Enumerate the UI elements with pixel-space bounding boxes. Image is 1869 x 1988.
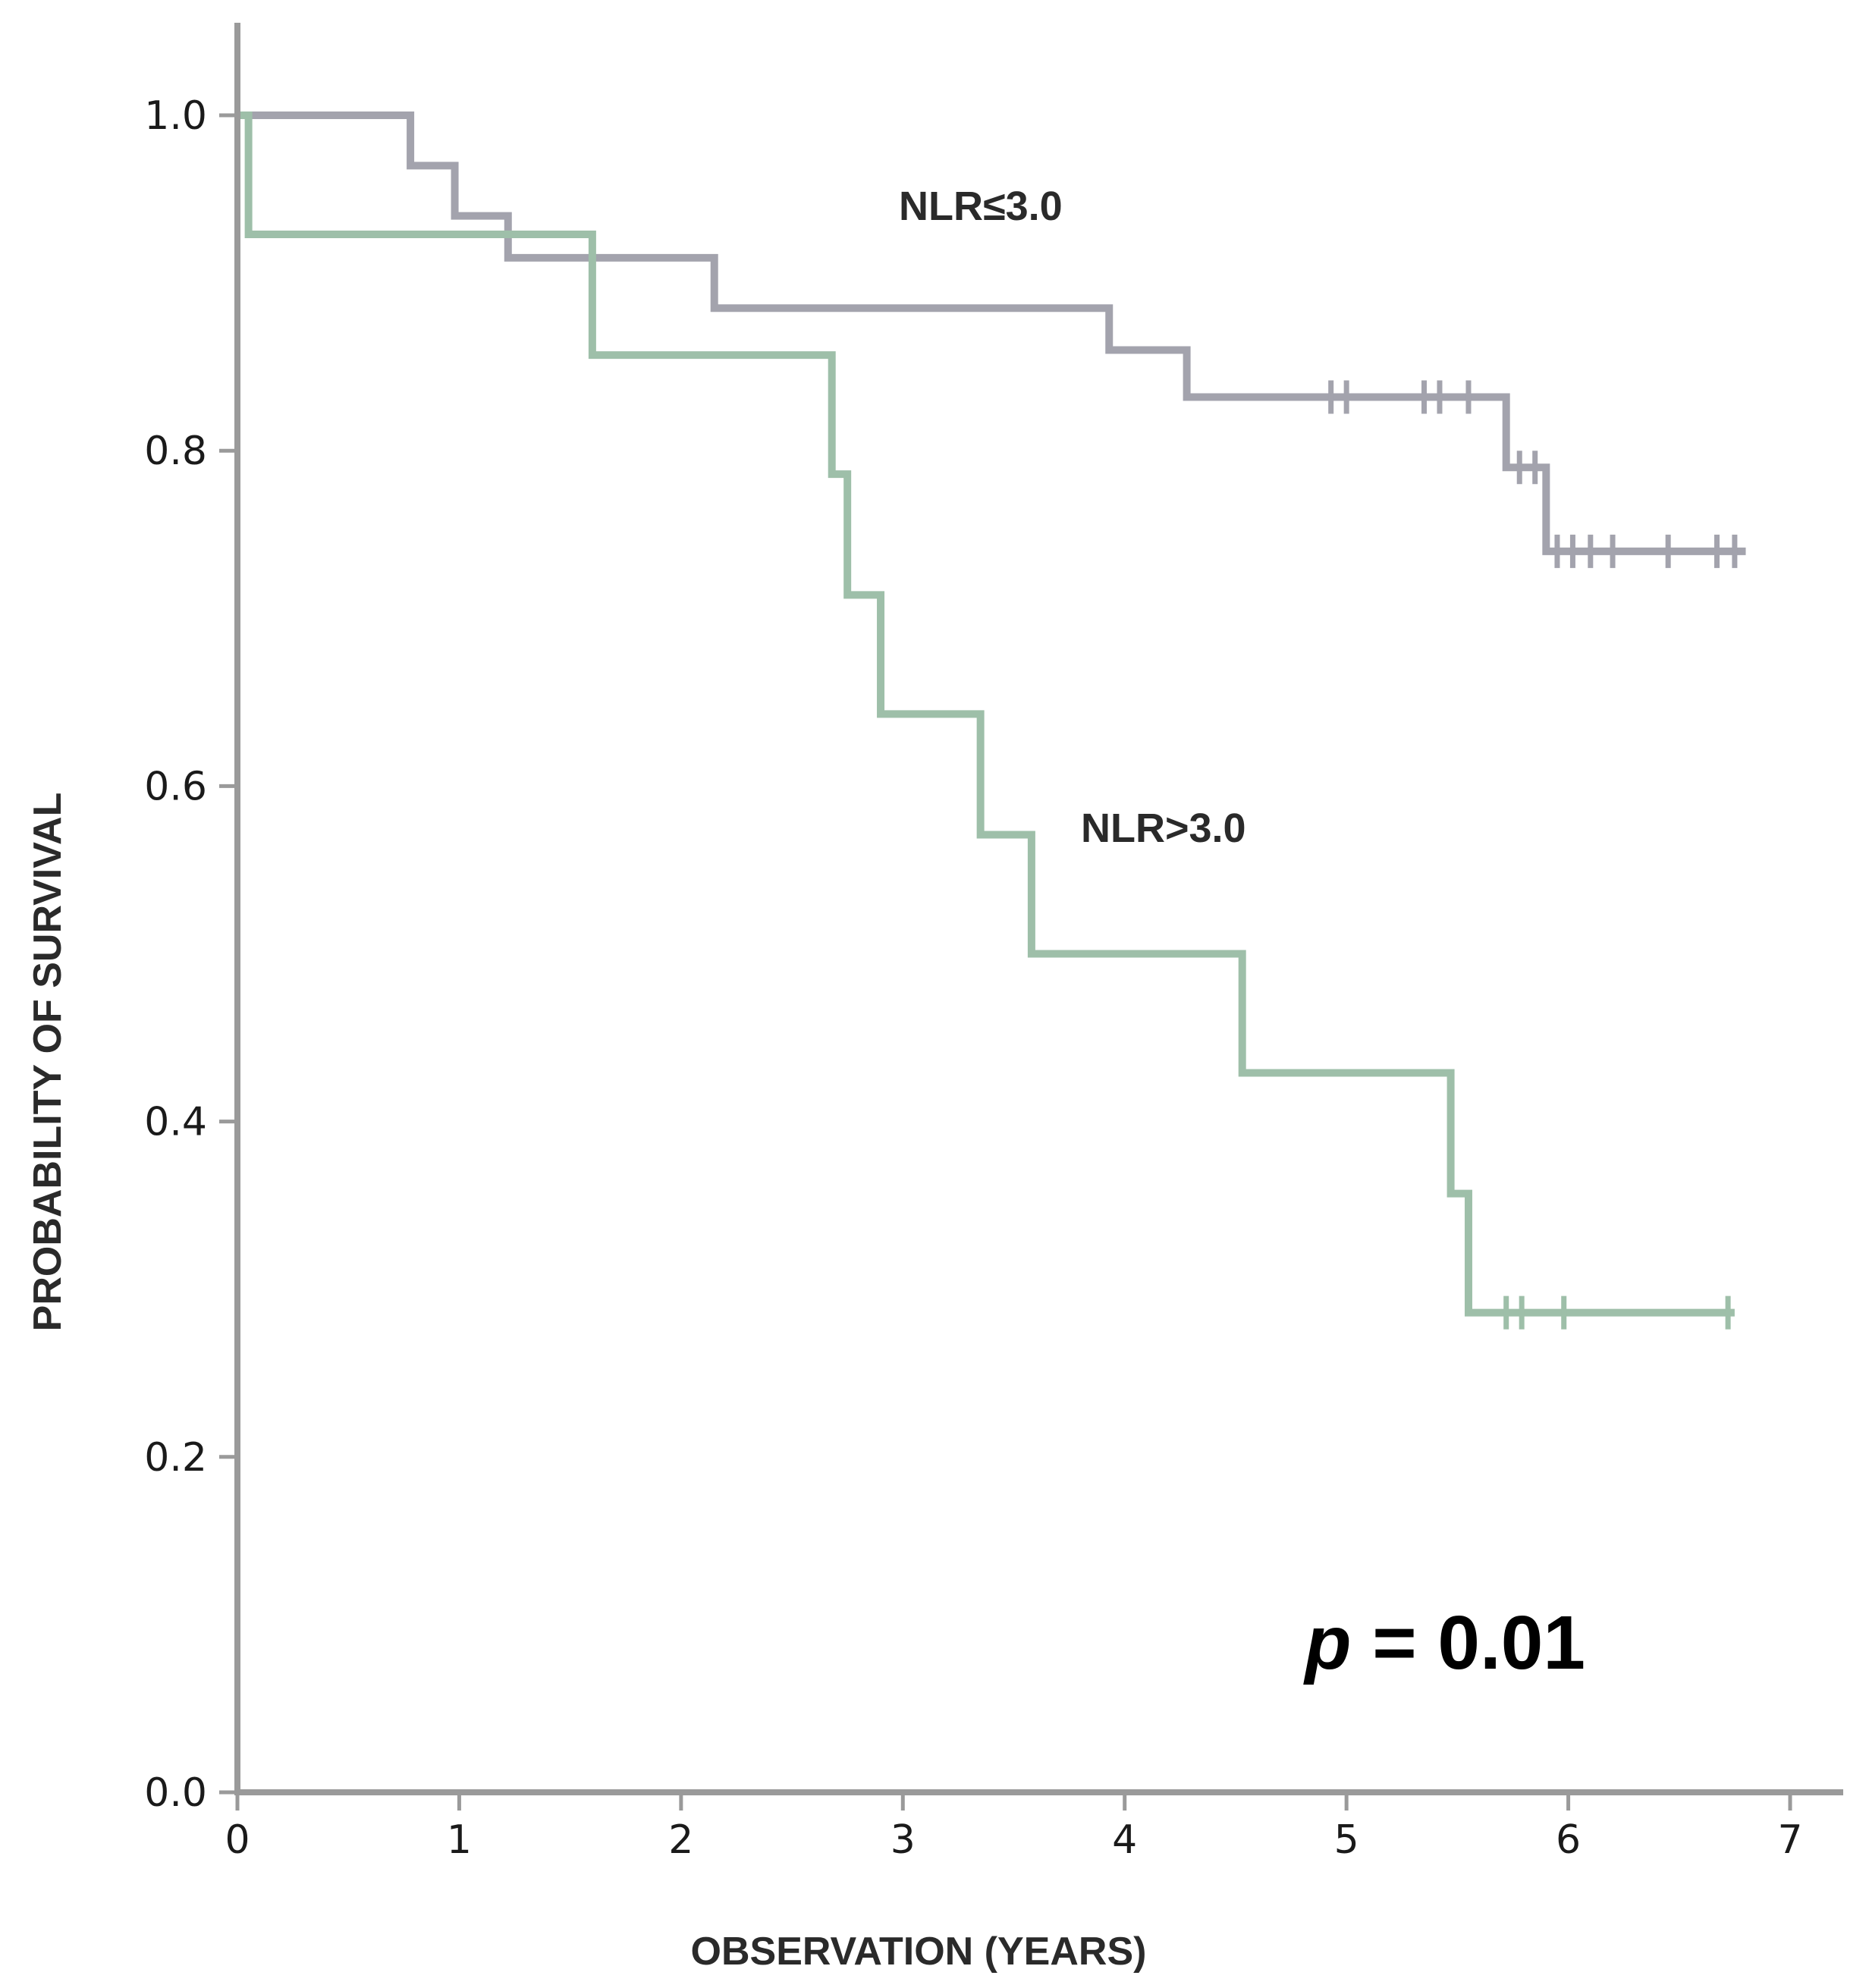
series-line-nlr-high [237, 111, 1735, 1317]
x-tick-label: 5 [1334, 1817, 1359, 1863]
x-tick-label: 3 [891, 1817, 916, 1863]
plot-area [237, 111, 1746, 1330]
y-tick-label: 1.0 [144, 93, 207, 139]
x-axis-title: OBSERVATION (YEARS) [691, 1930, 1147, 1974]
series-line-nlr-low [237, 111, 1746, 555]
axes [234, 23, 1843, 1795]
y-tick-label: 0.0 [144, 1770, 207, 1816]
y-tick-label: 0.4 [144, 1100, 207, 1145]
y-axis-title: PROBABILITY OF SURVIVAL [26, 793, 70, 1332]
y-axis-ticks: 0.0 0.2 0.4 0.6 0.8 1.0 [144, 93, 237, 1816]
p-value-annotation: p = 0.01 [1302, 1600, 1585, 1685]
x-tick-label: 7 [1777, 1817, 1802, 1863]
x-tick-label: 4 [1112, 1817, 1137, 1863]
p-value-text: = 0.01 [1351, 1600, 1585, 1685]
x-tick-label: 1 [447, 1817, 472, 1863]
x-tick-label: 2 [668, 1817, 693, 1863]
series-label-nlr-low: NLR≤3.0 [899, 184, 1063, 229]
series-label-nlr-high: NLR>3.0 [1081, 806, 1246, 851]
y-tick-label: 0.2 [144, 1435, 207, 1481]
p-value-symbol: p [1302, 1600, 1351, 1685]
x-tick-label: 6 [1556, 1817, 1581, 1863]
x-tick-label: 0 [225, 1817, 250, 1863]
y-tick-label: 0.6 [144, 764, 207, 809]
y-tick-label: 0.8 [144, 429, 207, 474]
x-axis-ticks: 0 1 2 3 4 5 6 7 [225, 1792, 1803, 1863]
